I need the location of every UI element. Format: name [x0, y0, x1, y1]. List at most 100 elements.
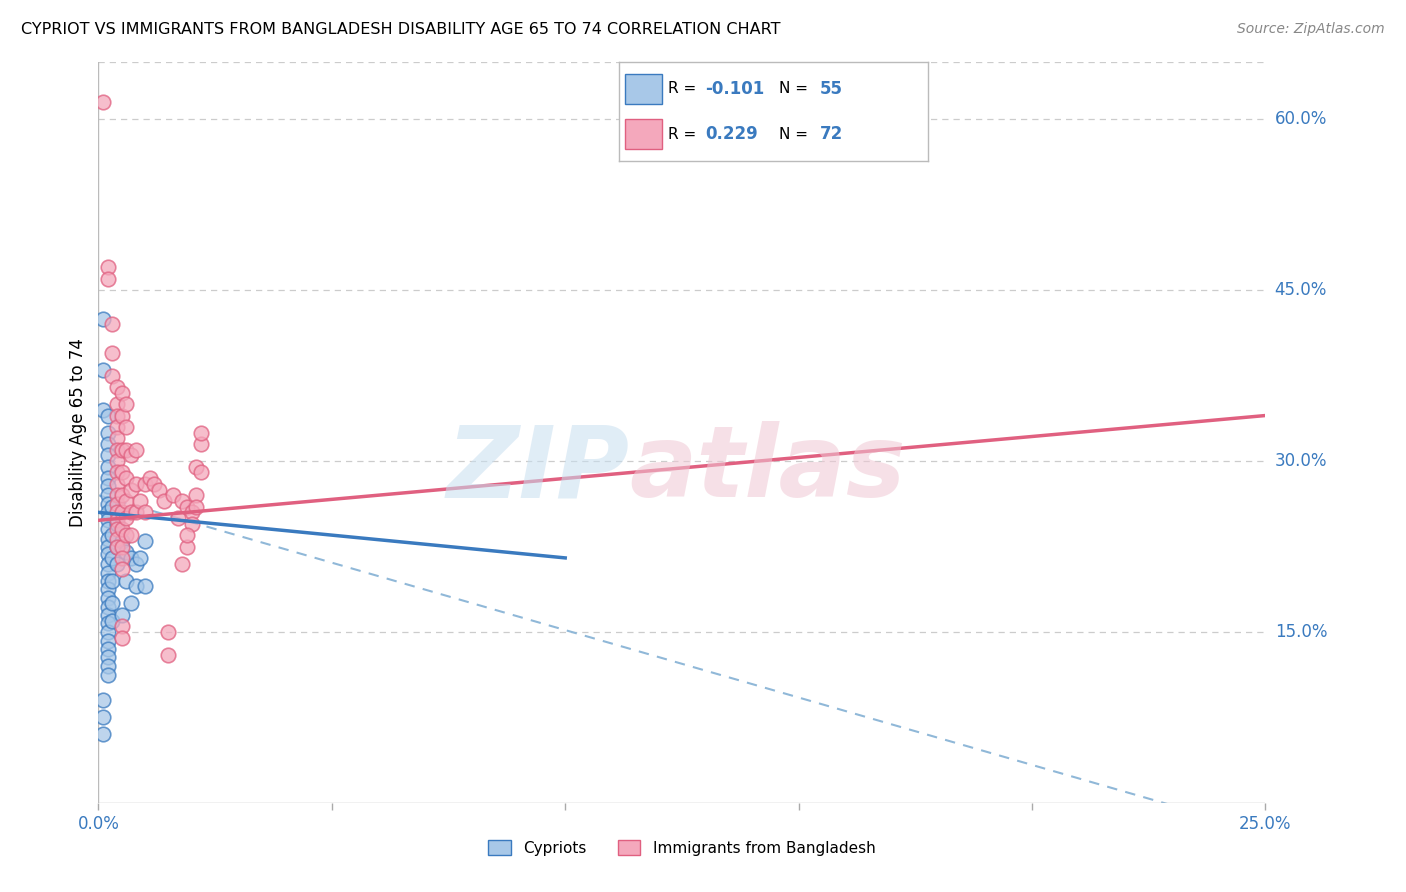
Point	[115, 574, 138, 588]
Point	[111, 619, 134, 633]
Point	[97, 599, 120, 614]
Point	[186, 488, 208, 502]
Point	[97, 574, 120, 588]
Point	[97, 409, 120, 423]
Point	[111, 631, 134, 645]
Point	[172, 494, 194, 508]
Point	[120, 483, 142, 497]
Y-axis label: Disability Age 65 to 74: Disability Age 65 to 74	[69, 338, 87, 527]
Point	[97, 505, 120, 519]
Point	[105, 540, 128, 554]
Point	[101, 528, 124, 542]
Point	[101, 500, 124, 514]
Point	[148, 483, 170, 497]
Point	[97, 497, 120, 511]
Point	[111, 607, 134, 622]
Bar	[624, 74, 662, 103]
Point	[101, 318, 124, 332]
Point	[115, 397, 138, 411]
Point	[176, 528, 198, 542]
Point	[111, 488, 134, 502]
Point	[134, 533, 156, 548]
Point	[129, 494, 152, 508]
Point	[105, 431, 128, 445]
Point	[186, 459, 208, 474]
Point	[120, 449, 142, 463]
Point	[134, 579, 156, 593]
Point	[105, 409, 128, 423]
Point	[105, 488, 128, 502]
Point	[91, 693, 114, 707]
Point	[139, 471, 162, 485]
Point	[105, 397, 128, 411]
Point	[111, 540, 134, 554]
Point	[152, 494, 174, 508]
Point	[120, 597, 142, 611]
Point	[105, 523, 128, 537]
Point	[111, 466, 134, 480]
Point	[105, 532, 128, 546]
Text: Source: ZipAtlas.com: Source: ZipAtlas.com	[1237, 22, 1385, 37]
Text: N =: N =	[779, 81, 813, 96]
Point	[115, 511, 138, 525]
Point	[105, 516, 128, 531]
Point	[157, 624, 180, 639]
Point	[101, 346, 124, 360]
Point	[190, 437, 212, 451]
Point	[91, 710, 114, 724]
Point	[180, 505, 202, 519]
Point	[97, 582, 120, 596]
Point	[115, 494, 138, 508]
Point	[97, 668, 120, 682]
Point	[91, 727, 114, 741]
Point	[97, 591, 120, 605]
Point	[97, 624, 120, 639]
Point	[111, 385, 134, 400]
Text: 45.0%: 45.0%	[1275, 281, 1327, 299]
Point	[190, 425, 212, 440]
Point	[115, 442, 138, 457]
Point	[111, 409, 134, 423]
Text: -0.101: -0.101	[706, 80, 765, 98]
Point	[134, 505, 156, 519]
Point	[111, 550, 134, 565]
Point	[97, 471, 120, 485]
Point	[176, 540, 198, 554]
Point	[125, 557, 148, 571]
Point	[115, 545, 138, 559]
Point	[125, 505, 148, 519]
Point	[120, 528, 142, 542]
Point	[97, 532, 120, 546]
Point	[186, 500, 208, 514]
Text: N =: N =	[779, 127, 813, 142]
Point	[105, 540, 128, 554]
Text: 72: 72	[820, 125, 844, 143]
Point	[105, 466, 128, 480]
Text: R =: R =	[668, 127, 702, 142]
Point	[134, 476, 156, 491]
Point	[91, 311, 114, 326]
Point	[105, 513, 128, 527]
Point	[91, 402, 114, 417]
Point	[111, 533, 134, 548]
Point	[97, 548, 120, 562]
Text: CYPRIOT VS IMMIGRANTS FROM BANGLADESH DISABILITY AGE 65 TO 74 CORRELATION CHART: CYPRIOT VS IMMIGRANTS FROM BANGLADESH DI…	[21, 22, 780, 37]
Point	[166, 511, 188, 525]
Point	[105, 420, 128, 434]
Point	[105, 454, 128, 468]
Text: 0.229: 0.229	[706, 125, 758, 143]
Point	[97, 557, 120, 571]
Text: 55: 55	[820, 80, 842, 98]
Point	[91, 363, 114, 377]
Text: 30.0%: 30.0%	[1275, 452, 1327, 470]
Point	[97, 650, 120, 665]
Point	[157, 648, 180, 662]
Point	[176, 500, 198, 514]
Point	[111, 505, 134, 519]
Text: atlas: atlas	[630, 421, 905, 518]
Point	[97, 523, 120, 537]
Point	[97, 634, 120, 648]
Point	[97, 566, 120, 580]
Point	[97, 659, 120, 673]
Point	[105, 497, 128, 511]
